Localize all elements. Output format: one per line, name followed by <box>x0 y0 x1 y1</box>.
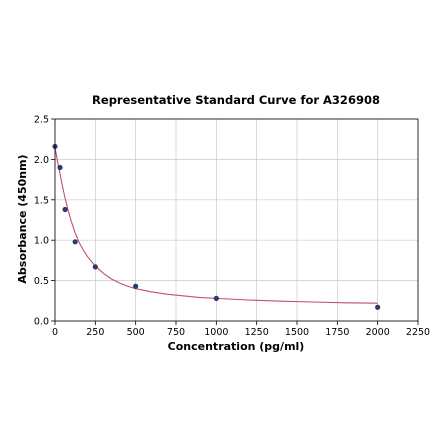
x-axis-ticks: 0 250 500 750 1000 1250 1500 1750 2000 2250 <box>52 321 430 338</box>
chart-title: Representative Standard Curve for A32690… <box>92 93 380 107</box>
data-point <box>375 304 381 310</box>
y-axis-label: Absorbance (450nm) <box>16 154 29 283</box>
y-tick-label: 0.5 <box>34 276 49 287</box>
x-axis-label: Concentration (pg/ml) <box>168 340 305 353</box>
x-tick-label: 1000 <box>204 327 228 338</box>
data-point <box>57 164 63 171</box>
plot-frame <box>54 118 419 322</box>
y-axis-ticks: 0.0 0.5 1.0 1.5 2.0 2.5 <box>34 115 55 328</box>
curve-layer <box>54 147 378 304</box>
fit-curve-line <box>54 147 378 304</box>
y-tick-label: 1.0 <box>34 236 49 247</box>
x-tick-label: 2000 <box>366 327 390 338</box>
x-tick-label: 1750 <box>325 327 349 338</box>
y-tick-label: 2.0 <box>34 155 49 166</box>
data-point <box>62 206 68 213</box>
x-tick-label: 2250 <box>406 327 430 338</box>
x-tick-label: 0 <box>52 327 58 338</box>
data-point <box>133 283 139 289</box>
data-point <box>92 264 98 270</box>
x-tick-label: 1250 <box>245 327 269 338</box>
grid-layer <box>54 118 419 322</box>
x-tick-label: 250 <box>86 327 104 338</box>
y-tick-label: 2.5 <box>34 115 49 126</box>
x-tick-label: 750 <box>167 327 185 338</box>
x-tick-label: 1500 <box>285 327 309 338</box>
y-tick-label: 0.0 <box>34 317 49 328</box>
data-point <box>72 239 78 245</box>
point-layer <box>52 143 381 310</box>
y-tick-label: 1.5 <box>34 195 49 206</box>
data-point <box>213 295 219 301</box>
x-tick-label: 500 <box>127 327 145 338</box>
